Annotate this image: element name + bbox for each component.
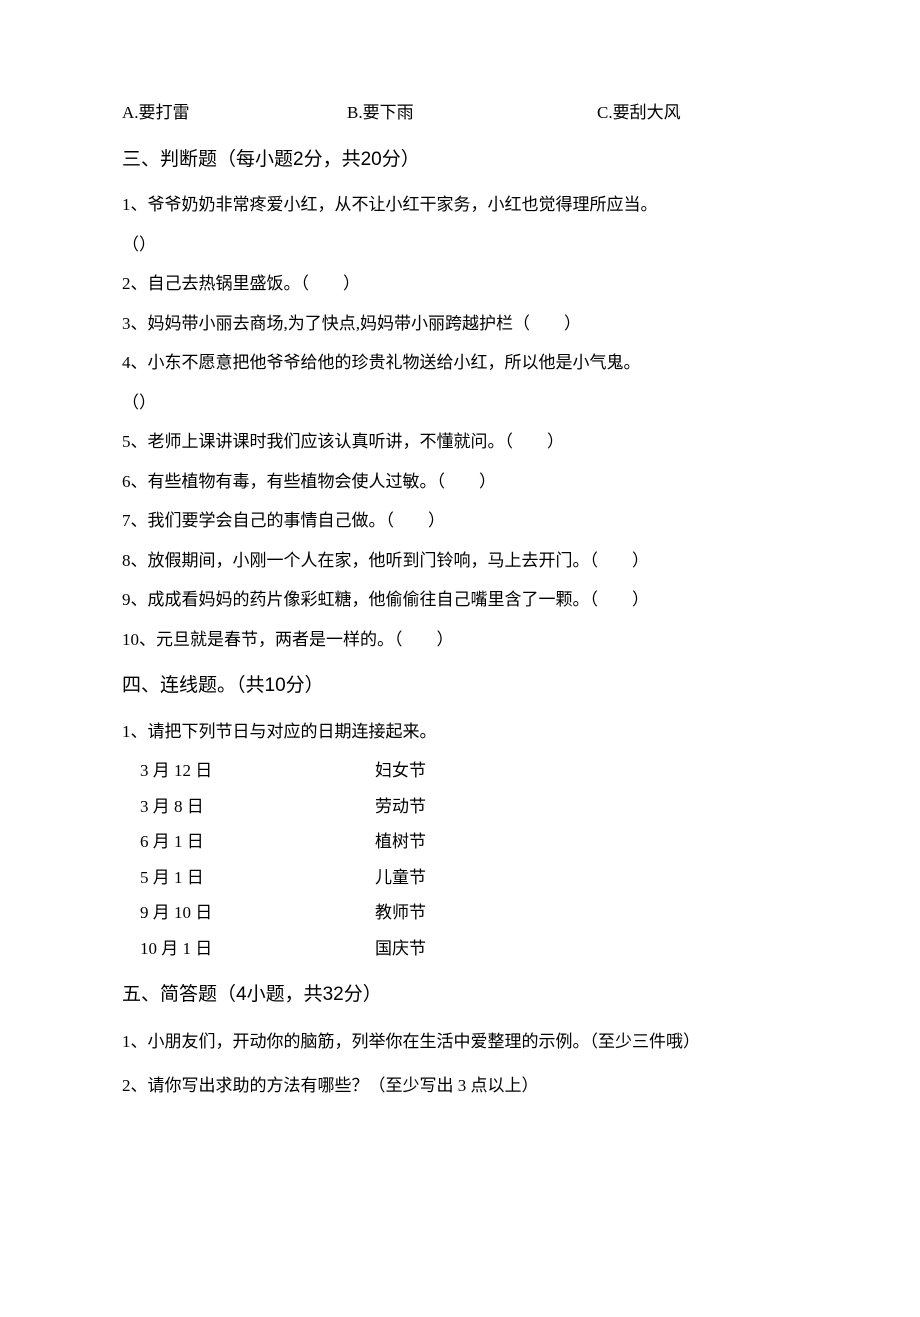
s5-q1: 1、小朋友们，开动你的脑筋，列举你在生活中爱整理的示例。（至少三件哦）: [122, 1028, 810, 1057]
section3-heading: 三、判断题（每小题2分，共20分）: [122, 146, 810, 175]
s3-q4-line1: 4、小东不愿意把他爷爷给他的珍贵礼物送给小红，所以他是小气鬼。: [122, 350, 810, 376]
mc-option-row: A.要打雷 B.要下雨 C.要刮大风: [122, 100, 810, 126]
section3-heading-post: 分）: [382, 149, 420, 170]
section3-heading-pre: 三、判断题（每小题: [122, 149, 293, 170]
section3-heading-n1: 2: [293, 149, 304, 170]
option-c: C.要刮大风: [597, 100, 681, 126]
section5-heading-n1: 4: [236, 984, 247, 1005]
match-left: 9 月 10 日: [140, 900, 375, 926]
match-left: 3 月 8 日: [140, 794, 375, 820]
match-left: 5 月 1 日: [140, 865, 375, 891]
s3-q4-line2: （）: [122, 390, 810, 416]
match-left: 10 月 1 日: [140, 936, 375, 962]
match-right: 教师节: [375, 900, 426, 926]
s3-q5: 5、老师上课讲课时我们应该认真听讲，不懂就问。（ ）: [122, 429, 810, 455]
section4-heading-post: 分）: [286, 675, 324, 696]
s3-q8: 8、放假期间，小刚一个人在家，他听到门铃响，马上去开门。（ ）: [122, 548, 810, 574]
section5-heading-n2: 32: [323, 984, 344, 1005]
section5-heading-pre: 五、简答题（: [122, 984, 236, 1005]
match-table: 3 月 12 日 妇女节 3 月 8 日 劳动节 6 月 1 日 植树节 5 月…: [140, 758, 810, 961]
match-row: 10 月 1 日 国庆节: [140, 936, 810, 962]
match-right: 植树节: [375, 829, 426, 855]
s3-q1-line2: （）: [122, 232, 810, 258]
match-row: 5 月 1 日 儿童节: [140, 865, 810, 891]
match-row: 3 月 8 日 劳动节: [140, 794, 810, 820]
match-right: 劳动节: [375, 794, 426, 820]
s3-q10: 10、元旦就是春节，两者是一样的。（ ）: [122, 627, 810, 653]
s3-q3: 3、妈妈带小丽去商场,为了快点,妈妈带小丽跨越护栏（ ）: [122, 311, 810, 337]
match-row: 3 月 12 日 妇女节: [140, 758, 810, 784]
section5-heading-post: 分）: [344, 984, 382, 1005]
section3-heading-n2: 20: [361, 149, 382, 170]
s3-q1-line1: 1、爷爷奶奶非常疼爱小红，从不让小红干家务，小红也觉得理所应当。: [122, 192, 810, 218]
section4-heading-pre: 四、连线题。（共: [122, 675, 265, 696]
match-left: 6 月 1 日: [140, 829, 375, 855]
section4-heading-num: 10: [265, 675, 286, 696]
match-right: 国庆节: [375, 936, 426, 962]
s4-intro: 1、请把下列节日与对应的日期连接起来。: [122, 719, 810, 745]
match-right: 妇女节: [375, 758, 426, 784]
s3-q9: 9、成成看妈妈的药片像彩虹糖，他偷偷往自己嘴里含了一颗。（ ）: [122, 587, 810, 613]
match-row: 6 月 1 日 植树节: [140, 829, 810, 855]
option-b: B.要下雨: [347, 100, 597, 126]
section5-heading: 五、简答题（4小题，共32分）: [122, 981, 810, 1010]
match-row: 9 月 10 日 教师节: [140, 900, 810, 926]
section3-heading-mid: 分，共: [304, 149, 361, 170]
s3-q7: 7、我们要学会自己的事情自己做。（ ）: [122, 508, 810, 534]
option-a: A.要打雷: [122, 100, 347, 126]
match-left: 3 月 12 日: [140, 758, 375, 784]
s3-q6: 6、有些植物有毒，有些植物会使人过敏。（ ）: [122, 469, 810, 495]
section5-heading-mid: 小题，共: [247, 984, 323, 1005]
s3-q2: 2、自己去热锅里盛饭。（ ）: [122, 271, 810, 297]
match-right: 儿童节: [375, 865, 426, 891]
section4-heading: 四、连线题。（共10分）: [122, 672, 810, 701]
s5-q2: 2、请你写出求助的方法有哪些？（至少写出 3 点以上）: [122, 1072, 810, 1101]
